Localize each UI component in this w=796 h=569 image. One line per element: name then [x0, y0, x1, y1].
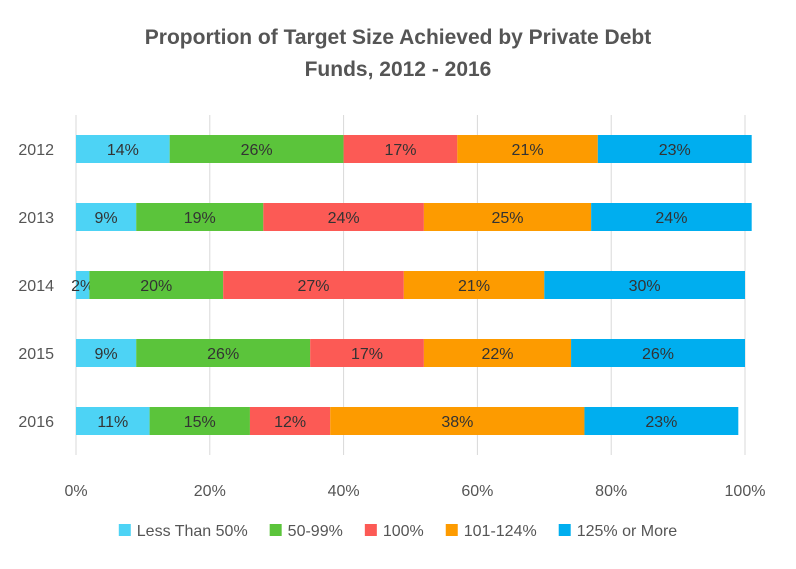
legend-label: Less Than 50% [137, 523, 248, 540]
data-label: 15% [184, 414, 216, 431]
x-tick-label: 100% [725, 483, 766, 500]
data-label: 38% [441, 414, 473, 431]
bar-segment [169, 135, 344, 163]
data-label: 17% [384, 142, 416, 159]
data-label: 24% [655, 210, 687, 227]
x-tick-label: 0% [64, 483, 87, 500]
legend-label: 50-99% [288, 523, 343, 540]
data-label: 9% [95, 210, 118, 227]
data-label: 14% [107, 142, 139, 159]
data-label: 26% [241, 142, 273, 159]
bar-segment [423, 339, 572, 367]
bar-segment [89, 271, 224, 299]
chart-title-line-1: Proportion of Target Size Achieved by Pr… [145, 26, 651, 49]
x-axis: 0% 20% 40% 60% 80% 100% [64, 483, 765, 500]
data-label: 26% [207, 346, 239, 363]
bar-segment [136, 339, 311, 367]
bar-segment [403, 271, 545, 299]
legend-swatch [364, 524, 377, 536]
data-label: 17% [351, 346, 383, 363]
y-tick-label: 2015 [18, 346, 54, 363]
data-label: 12% [274, 414, 306, 431]
bar-segment [591, 203, 752, 231]
legend-label: 125% or More [577, 523, 678, 540]
bar-segment [457, 135, 598, 163]
x-tick-label: 80% [595, 483, 627, 500]
legend-label: 100% [383, 523, 424, 540]
data-label: 22% [481, 346, 513, 363]
bar-segment [76, 407, 150, 435]
bar-segment [571, 339, 745, 367]
bar-segment [223, 271, 404, 299]
data-label: 20% [140, 278, 172, 295]
bar-segment [76, 135, 170, 163]
data-label: 23% [645, 414, 677, 431]
y-tick-label: 2014 [18, 278, 54, 295]
legend-swatch [445, 524, 458, 536]
y-tick-label: 2012 [18, 142, 54, 159]
legend-swatch [269, 524, 282, 536]
x-tick-label: 20% [194, 483, 226, 500]
bar-segment [310, 339, 424, 367]
bar-segment [249, 407, 331, 435]
legend-swatch [118, 524, 131, 536]
data-label: 21% [458, 278, 490, 295]
bar-segment [76, 271, 90, 299]
legend-swatch [558, 524, 571, 536]
data-label: 27% [297, 278, 329, 295]
chart-title-line-2: Funds, 2012 - 2016 [305, 58, 492, 81]
bar-segment [263, 203, 424, 231]
x-tick-label: 60% [461, 483, 493, 500]
data-label: 26% [642, 346, 674, 363]
data-label: 11% [97, 414, 128, 431]
bar-segment [149, 407, 250, 435]
legend: Less Than 50% 50-99% 100% 101-124% 125% or M… [118, 523, 678, 540]
data-label: 21% [512, 142, 544, 159]
bar-segment [343, 135, 458, 163]
data-label: 23% [659, 142, 691, 159]
data-label: 19% [184, 210, 216, 227]
y-tick-label: 2013 [18, 210, 54, 227]
x-tick-label: 40% [328, 483, 360, 500]
bar-segment [330, 407, 585, 435]
bar-segment [76, 203, 137, 231]
legend-label: 101-124% [464, 523, 537, 540]
bars: 14% 26% 17% 21% 23% 9% 19% 24% 25% 24% 2% 20% 27% 21%… [71, 135, 752, 435]
bar-segment [544, 271, 745, 299]
data-label: 2% [71, 278, 94, 295]
data-label: 30% [629, 278, 661, 295]
y-axis: 2012 2013 2014 2015 2016 [18, 142, 54, 431]
data-label: 25% [491, 210, 523, 227]
data-label: 24% [328, 210, 360, 227]
y-tick-label: 2016 [18, 414, 54, 431]
bar-segment [597, 135, 752, 163]
bar-segment [584, 407, 739, 435]
bar-segment [76, 339, 137, 367]
bar-segment [136, 203, 264, 231]
data-label: 9% [95, 346, 118, 363]
bar-segment [423, 203, 592, 231]
